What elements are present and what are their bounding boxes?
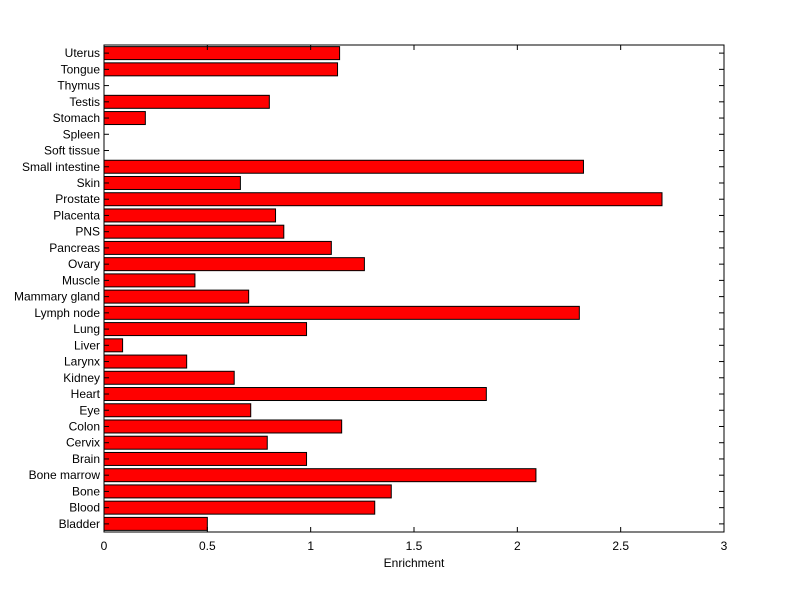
y-tick-label: Brain [72, 452, 100, 466]
bar-bladder [103, 516, 208, 531]
y-tick-label: Spleen [63, 127, 100, 141]
bar-bone [103, 484, 392, 499]
bar-pancreas [103, 240, 332, 255]
y-tick-label: Mammary gland [14, 290, 100, 304]
y-tick-label: Eye [79, 403, 100, 417]
bar-tongue [103, 62, 339, 77]
bar-cervix [103, 435, 268, 450]
y-tick-label: Thymus [57, 79, 100, 93]
bar-prostate [103, 192, 663, 207]
bar-muscle [103, 273, 196, 288]
bar-lymph-node [103, 305, 580, 320]
y-tick-label: Placenta [53, 208, 100, 222]
y-tick-label: Bone marrow [29, 468, 101, 482]
y-tick-label: Colon [69, 419, 100, 433]
y-tick-label: Muscle [62, 273, 100, 287]
x-tick-label: 2.5 [612, 539, 629, 553]
bar-colon [103, 419, 343, 434]
y-tick-label: Testis [69, 95, 100, 109]
bar-kidney [103, 370, 235, 385]
bar-bone-marrow [103, 468, 537, 483]
x-tick-label: 3 [721, 539, 728, 553]
y-tick-label: Tongue [61, 62, 101, 76]
plot-frame [103, 44, 725, 533]
bar-pns [103, 224, 285, 239]
y-tick-label: Prostate [55, 192, 100, 206]
bar-stomach [103, 111, 146, 126]
y-ticks-group: Bladder Blood Bone Bone marrow Brain Cervix Co… [14, 46, 724, 531]
bar-lung [103, 322, 308, 337]
bar-heart [103, 387, 487, 402]
y-tick-label: Larynx [64, 355, 100, 369]
x-tick-label: 0 [101, 539, 108, 553]
y-tick-label: Lymph node [34, 306, 100, 320]
y-tick-label: Ovary [68, 257, 100, 271]
y-tick-label: PNS [75, 225, 100, 239]
y-tick-label: Soft tissue [44, 144, 100, 158]
x-tick-label: 1.5 [406, 539, 423, 553]
y-tick-label: Heart [71, 387, 101, 401]
y-tick-label: Blood [69, 501, 100, 515]
bar-ovary [103, 257, 365, 272]
y-tick-label: Cervix [66, 436, 100, 450]
y-tick-label: Small intestine [22, 160, 100, 174]
y-tick-label: Pancreas [49, 241, 100, 255]
bar-blood [103, 500, 376, 515]
y-tick-label: Uterus [65, 46, 100, 60]
y-tick-label: Bone [72, 484, 100, 498]
x-tick-label: 1 [307, 539, 314, 553]
y-tick-label: Lung [73, 322, 100, 336]
bar-uterus [103, 46, 341, 61]
y-tick-label: Skin [77, 176, 100, 190]
x-tick-label: 2 [514, 539, 521, 553]
plot-area [104, 45, 724, 532]
bar-testis [103, 94, 270, 109]
y-tick-label: Stomach [53, 111, 100, 125]
x-tick-label: 0.5 [199, 539, 216, 553]
bar-skin [103, 175, 241, 190]
y-tick-label: Kidney [63, 371, 100, 385]
bar-small-intestine [103, 159, 584, 174]
bar-brain [103, 451, 308, 466]
bar-larynx [103, 354, 188, 369]
y-tick-label: Liver [74, 338, 100, 352]
bar-placenta [103, 208, 277, 223]
bar-mammary-gland [103, 289, 250, 304]
x-ticks-group: 0 0.5 1 1.5 2 2.5 3 [101, 45, 728, 553]
x-axis-title: Enrichment [384, 556, 445, 570]
y-tick-label: Bladder [59, 517, 100, 531]
bar-eye [103, 403, 252, 418]
